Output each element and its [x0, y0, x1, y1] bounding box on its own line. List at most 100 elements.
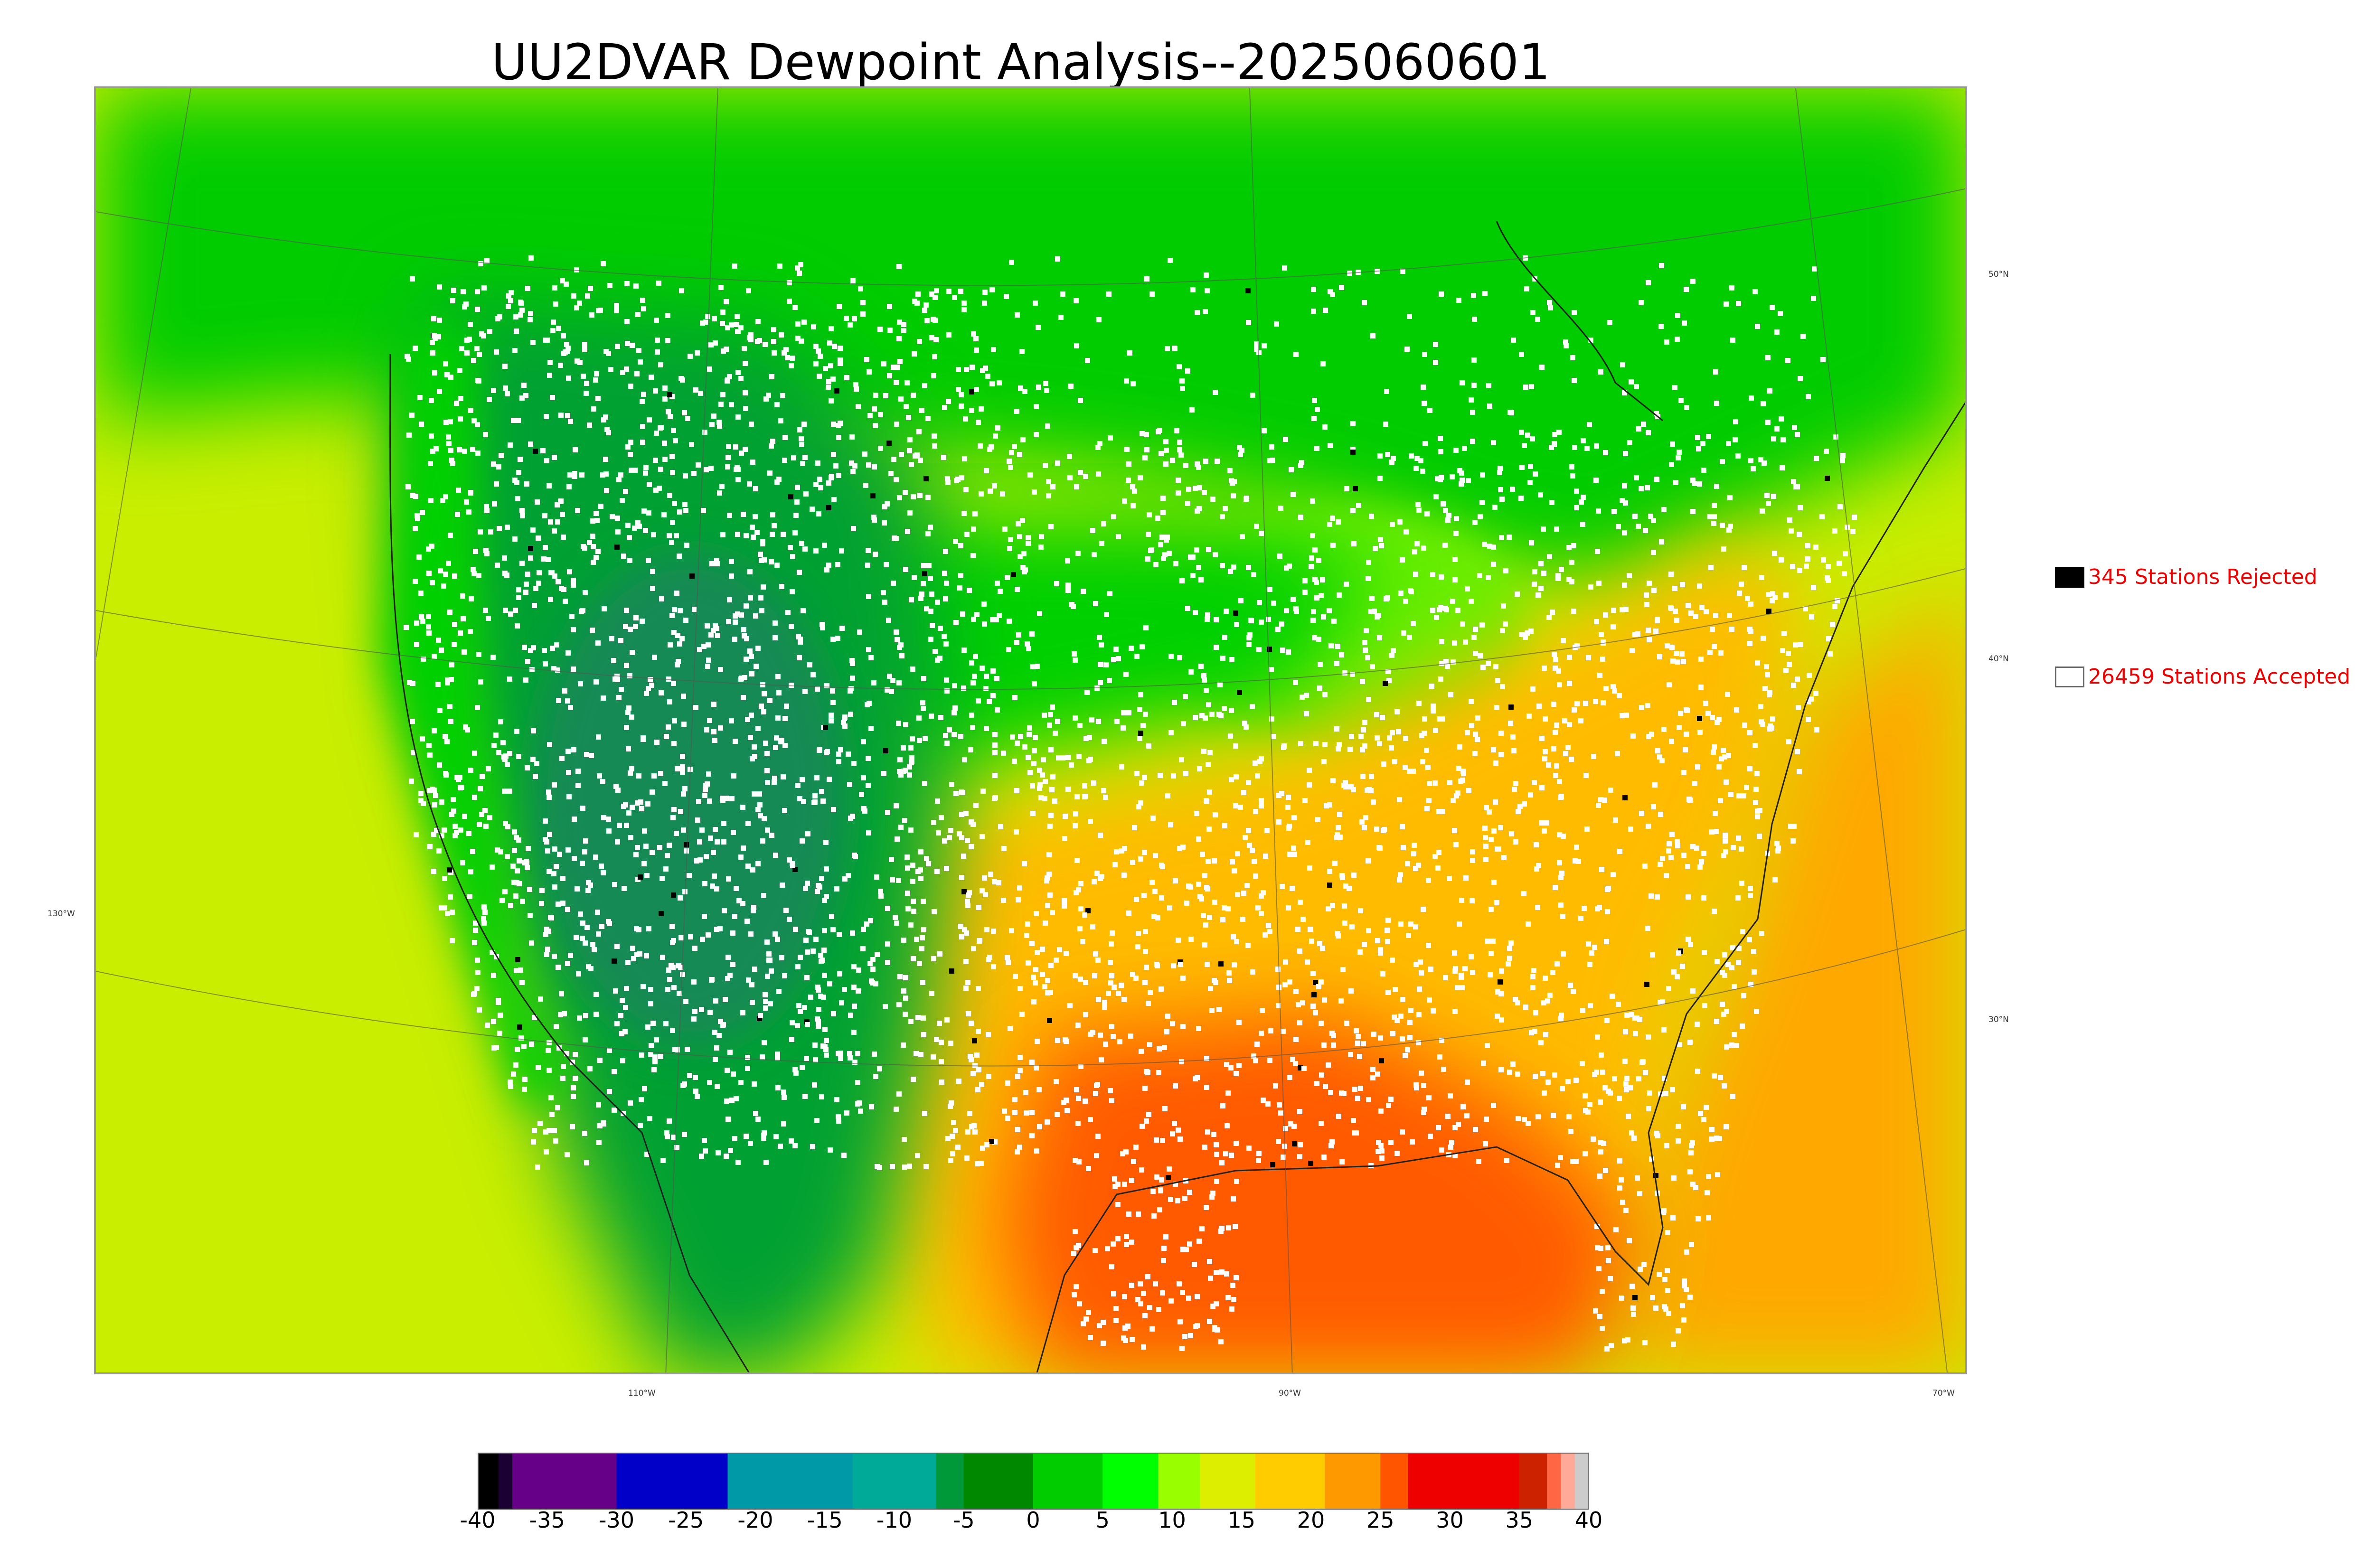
accepted-station-marker	[941, 455, 946, 460]
accepted-station-marker	[1037, 1124, 1042, 1129]
accepted-station-marker	[1772, 877, 1778, 883]
accepted-station-marker	[1076, 754, 1082, 759]
accepted-station-marker	[465, 727, 470, 732]
accepted-station-marker	[1747, 766, 1752, 771]
accepted-station-marker	[481, 920, 487, 926]
accepted-station-marker	[766, 393, 771, 398]
accepted-station-marker	[1440, 809, 1445, 814]
accepted-station-marker	[1551, 702, 1556, 707]
accepted-station-marker	[624, 281, 630, 286]
accepted-station-marker	[505, 525, 510, 530]
accepted-station-marker	[1665, 643, 1670, 648]
accepted-station-marker	[1297, 948, 1302, 954]
accepted-station-marker	[475, 958, 480, 963]
accepted-station-marker	[658, 1054, 663, 1059]
accepted-station-marker	[1712, 503, 1717, 508]
accepted-station-marker	[935, 600, 940, 605]
accepted-station-marker	[1580, 522, 1585, 527]
accepted-station-marker	[1049, 787, 1055, 792]
accepted-station-marker	[869, 1104, 874, 1109]
accepted-station-marker	[1610, 994, 1615, 999]
accepted-station-marker	[743, 390, 748, 395]
accepted-station-marker	[963, 986, 969, 991]
accepted-station-marker	[1108, 1088, 1113, 1093]
accepted-station-marker	[1728, 792, 1733, 797]
accepted-station-marker	[923, 736, 928, 741]
accepted-station-marker	[1422, 352, 1427, 357]
accepted-station-marker	[448, 448, 453, 453]
accepted-station-marker	[585, 888, 591, 893]
accepted-station-marker	[499, 453, 504, 458]
accepted-station-marker	[662, 781, 668, 786]
accepted-station-marker	[1198, 664, 1204, 669]
accepted-station-marker	[715, 839, 720, 845]
accepted-station-marker	[1198, 577, 1204, 582]
accepted-station-marker	[496, 464, 501, 469]
accepted-station-marker	[887, 674, 892, 679]
legend-accepted: 26459 Stations Accepted	[2055, 665, 2350, 689]
accepted-station-marker	[482, 808, 488, 813]
accepted-station-marker	[432, 802, 437, 807]
accepted-station-marker	[992, 483, 997, 488]
accepted-station-marker	[1142, 1313, 1148, 1318]
accepted-station-marker	[670, 1028, 675, 1033]
accepted-station-marker	[748, 735, 753, 740]
dewpoint-map[interactable]	[94, 86, 1967, 1374]
accepted-station-marker	[962, 757, 967, 762]
accepted-station-marker	[905, 906, 911, 911]
accepted-station-marker	[1644, 602, 1649, 607]
accepted-station-marker	[729, 402, 734, 407]
accepted-station-marker	[1229, 777, 1234, 782]
accepted-station-marker	[527, 887, 532, 892]
accepted-station-marker	[754, 664, 759, 669]
accepted-station-marker	[405, 484, 411, 489]
accepted-station-marker	[1334, 661, 1339, 666]
accepted-station-marker	[1298, 515, 1303, 520]
accepted-station-marker	[477, 822, 482, 827]
accepted-station-marker	[1246, 635, 1252, 640]
accepted-station-marker	[1155, 915, 1160, 920]
accepted-station-marker	[565, 907, 570, 912]
accepted-station-marker	[588, 883, 593, 888]
accepted-station-marker	[901, 1042, 906, 1048]
accepted-station-marker	[460, 860, 465, 865]
rejected-station-marker	[612, 958, 617, 964]
accepted-station-marker	[682, 786, 688, 791]
accepted-station-marker	[1063, 814, 1068, 819]
accepted-station-marker	[654, 318, 659, 323]
accepted-station-marker	[616, 477, 622, 482]
accepted-station-marker	[1218, 713, 1224, 718]
accepted-station-marker	[1651, 804, 1656, 809]
accepted-station-marker	[1351, 873, 1357, 878]
accepted-station-marker	[1522, 443, 1527, 448]
accepted-station-marker	[491, 1045, 497, 1051]
rejected-station-marker	[826, 505, 831, 510]
accepted-station-marker	[894, 380, 899, 385]
accepted-station-marker	[1552, 1072, 1557, 1078]
accepted-station-marker	[1683, 747, 1688, 752]
accepted-station-marker	[1110, 930, 1115, 936]
accepted-station-marker	[1014, 640, 1019, 645]
accepted-station-marker	[1753, 787, 1759, 792]
accepted-station-marker	[718, 725, 723, 731]
accepted-station-marker	[1424, 748, 1429, 753]
accepted-station-marker	[1598, 1246, 1603, 1251]
accepted-station-marker	[1731, 845, 1736, 850]
accepted-station-marker	[1643, 1070, 1648, 1075]
accepted-station-marker	[868, 655, 874, 660]
accepted-station-marker	[481, 916, 486, 921]
accepted-station-marker	[974, 612, 980, 617]
accepted-station-marker	[1145, 556, 1150, 562]
accepted-station-marker	[1400, 997, 1405, 1002]
accepted-station-marker	[933, 649, 938, 654]
accepted-station-marker	[1156, 1307, 1161, 1312]
accepted-station-marker	[1666, 848, 1671, 854]
accepted-station-marker	[634, 371, 640, 376]
accepted-station-marker	[1452, 1125, 1458, 1130]
accepted-station-marker	[1394, 709, 1400, 714]
accepted-station-marker	[762, 691, 767, 696]
accepted-station-marker	[926, 861, 931, 866]
accepted-station-marker	[1154, 1174, 1159, 1180]
accepted-station-marker	[936, 830, 941, 836]
accepted-station-marker	[682, 502, 688, 507]
